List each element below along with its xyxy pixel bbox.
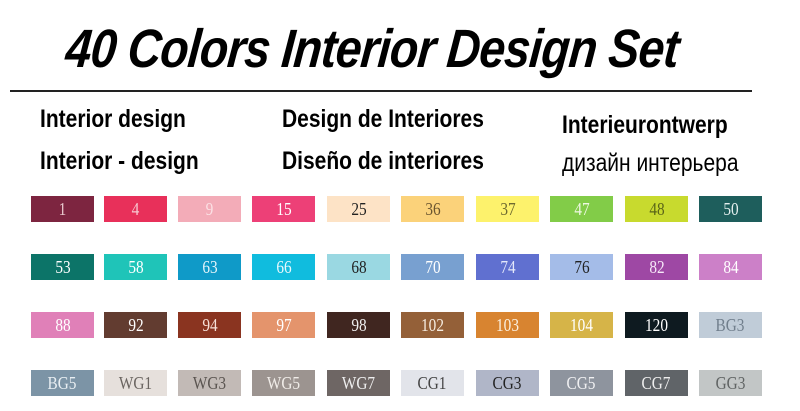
swatch-code: 9 bbox=[205, 198, 214, 219]
color-swatch-gg3: GG3 bbox=[699, 370, 762, 396]
color-swatch-1: 1 bbox=[31, 196, 94, 222]
label-russian: дизайн интерьера bbox=[562, 149, 739, 177]
swatch-code: 92 bbox=[127, 314, 144, 335]
color-swatch-66: 66 bbox=[252, 254, 315, 280]
swatch-code: CG5 bbox=[567, 372, 596, 393]
color-swatch-15: 15 bbox=[252, 196, 315, 222]
color-swatch-wg5: WG5 bbox=[252, 370, 315, 396]
swatch-code: 74 bbox=[499, 256, 516, 277]
color-swatch-97: 97 bbox=[252, 312, 315, 338]
swatch-code: 47 bbox=[573, 198, 590, 219]
label-dutch: Interieurontwerp bbox=[562, 111, 728, 139]
swatch-code: 66 bbox=[275, 256, 292, 277]
swatch-code: WG1 bbox=[118, 372, 153, 393]
swatch-code: CG1 bbox=[418, 372, 447, 393]
color-swatch-25: 25 bbox=[327, 196, 390, 222]
swatch-code: WG5 bbox=[266, 372, 301, 393]
swatch-code: 1 bbox=[58, 198, 67, 219]
swatch-code: BG5 bbox=[48, 372, 77, 393]
swatch-code: 4 bbox=[131, 198, 140, 219]
color-swatch-88: 88 bbox=[31, 312, 94, 338]
divider bbox=[10, 90, 752, 92]
swatch-code: WG3 bbox=[192, 372, 227, 393]
color-swatch-cg1: CG1 bbox=[401, 370, 464, 396]
color-swatch-58: 58 bbox=[104, 254, 167, 280]
color-swatch-103: 103 bbox=[476, 312, 539, 338]
color-swatch-9: 9 bbox=[178, 196, 241, 222]
color-swatch-wg1: WG1 bbox=[104, 370, 167, 396]
color-swatch-82: 82 bbox=[625, 254, 688, 280]
color-swatch-4: 4 bbox=[104, 196, 167, 222]
swatch-code: 97 bbox=[275, 314, 292, 335]
swatch-code: 104 bbox=[570, 314, 593, 335]
color-swatch-cg5: CG5 bbox=[550, 370, 613, 396]
swatch-code: 82 bbox=[648, 256, 665, 277]
color-swatch-53: 53 bbox=[31, 254, 94, 280]
color-swatch-68: 68 bbox=[327, 254, 390, 280]
swatch-code: 102 bbox=[421, 314, 444, 335]
swatch-code: 36 bbox=[424, 198, 441, 219]
swatch-code: 94 bbox=[201, 314, 218, 335]
swatch-code: 50 bbox=[722, 198, 739, 219]
color-swatch-94: 94 bbox=[178, 312, 241, 338]
color-swatch-70: 70 bbox=[401, 254, 464, 280]
color-swatch-102: 102 bbox=[401, 312, 464, 338]
swatch-code: CG3 bbox=[493, 372, 522, 393]
color-swatch-84: 84 bbox=[699, 254, 762, 280]
color-swatch-74: 74 bbox=[476, 254, 539, 280]
color-swatch-36: 36 bbox=[401, 196, 464, 222]
swatch-code: 63 bbox=[201, 256, 218, 277]
color-swatch-48: 48 bbox=[625, 196, 688, 222]
color-swatch-63: 63 bbox=[178, 254, 241, 280]
swatch-code: 68 bbox=[350, 256, 367, 277]
swatch-code: BG3 bbox=[716, 314, 745, 335]
swatch-code: 120 bbox=[645, 314, 668, 335]
color-swatch-cg3: CG3 bbox=[476, 370, 539, 396]
label-english-1: Interior design bbox=[40, 105, 186, 133]
color-swatch-bg3: BG3 bbox=[699, 312, 762, 338]
color-swatch-120: 120 bbox=[625, 312, 688, 338]
label-portuguese: Design de Interiores bbox=[282, 105, 484, 133]
swatch-code: 53 bbox=[54, 256, 71, 277]
color-swatch-bg5: BG5 bbox=[31, 370, 94, 396]
swatch-code: 58 bbox=[127, 256, 144, 277]
swatch-code: 25 bbox=[350, 198, 367, 219]
swatch-code: 48 bbox=[648, 198, 665, 219]
swatch-code: GG3 bbox=[715, 372, 746, 393]
color-swatch-92: 92 bbox=[104, 312, 167, 338]
color-swatch-wg7: WG7 bbox=[327, 370, 390, 396]
color-swatch-104: 104 bbox=[550, 312, 613, 338]
label-english-2: Interior - design bbox=[40, 147, 199, 175]
color-swatch-76: 76 bbox=[550, 254, 613, 280]
swatch-code: 98 bbox=[350, 314, 367, 335]
swatch-code: 15 bbox=[275, 198, 292, 219]
label-spanish: Diseño de interiores bbox=[282, 147, 484, 175]
swatch-code: CG7 bbox=[642, 372, 671, 393]
color-swatch-50: 50 bbox=[699, 196, 762, 222]
swatch-code: 84 bbox=[722, 256, 739, 277]
color-swatch-98: 98 bbox=[327, 312, 390, 338]
swatch-code: 103 bbox=[496, 314, 519, 335]
page-title: 40 Colors Interior Design Set bbox=[63, 19, 682, 79]
color-swatch-37: 37 bbox=[476, 196, 539, 222]
color-swatch-cg7: CG7 bbox=[625, 370, 688, 396]
swatch-code: 70 bbox=[424, 256, 441, 277]
swatch-code: WG7 bbox=[341, 372, 376, 393]
swatch-code: 37 bbox=[499, 198, 516, 219]
color-swatch-47: 47 bbox=[550, 196, 613, 222]
swatch-code: 88 bbox=[54, 314, 71, 335]
swatch-code: 76 bbox=[573, 256, 590, 277]
color-swatch-wg3: WG3 bbox=[178, 370, 241, 396]
